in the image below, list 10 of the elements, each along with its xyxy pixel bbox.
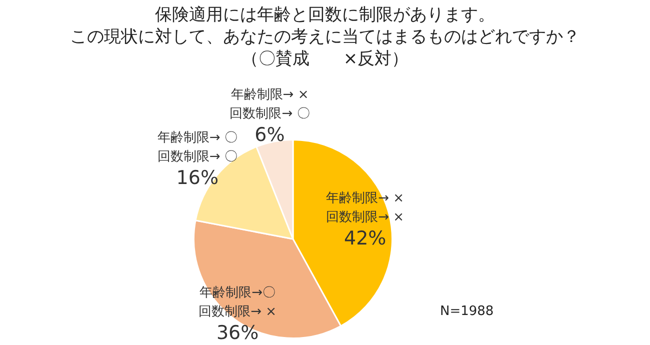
- chart-subtitle: この現状に対して、あなたの考えに当てはまるものはどれですか？: [69, 26, 581, 48]
- chart-title: 保険適用には年齢と回数に制限があります。: [154, 4, 496, 26]
- data-label: 16%: [176, 166, 219, 189]
- data-label: 6%: [254, 124, 285, 146]
- text: （〇賛成 ×反対）: [240, 48, 410, 70]
- slice-label: 年齢制限→ 〇回数制限→ 〇: [157, 130, 238, 164]
- slice-label: 年齢制限→ ×回数制限→ 〇: [230, 88, 310, 122]
- data-label: 36%: [216, 322, 259, 344]
- text: N=1988: [440, 304, 494, 319]
- data-label: 42%: [344, 227, 386, 250]
